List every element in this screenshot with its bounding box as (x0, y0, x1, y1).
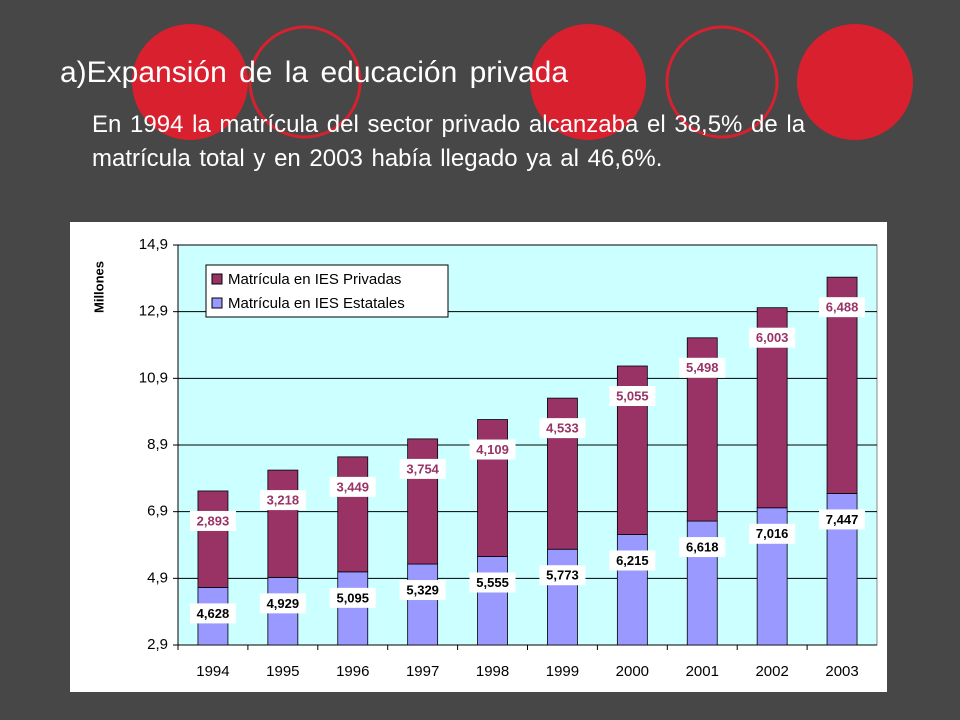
bar-segment (477, 556, 508, 646)
decor-circle (665, 25, 779, 139)
value-label: 5,555 (476, 575, 509, 590)
x-tick-label: 1997 (406, 663, 439, 680)
value-label-box (749, 523, 796, 544)
value-label-box (609, 386, 656, 406)
bar-segment (407, 438, 439, 565)
value-label: 6,618 (686, 540, 719, 555)
y-tick-label: 4,9 (147, 569, 168, 586)
value-label: 4,929 (267, 596, 300, 611)
x-tick-label: 1999 (546, 663, 579, 680)
value-label-box (819, 509, 866, 530)
value-label: 6,215 (616, 553, 649, 568)
value-label: 5,329 (406, 582, 439, 597)
x-tick-label: 2002 (755, 663, 788, 680)
bar-segment (547, 548, 578, 646)
bar-segment (337, 571, 369, 646)
value-label: 4,628 (197, 606, 230, 621)
value-label-box (679, 357, 726, 378)
value-label: 5,498 (686, 360, 719, 375)
bar-segment (197, 490, 229, 588)
value-label: 4,109 (476, 442, 509, 457)
value-label: 3,449 (336, 479, 369, 494)
x-tick-label: 2003 (825, 663, 858, 680)
slide-title: a)Expansión de la educación privada (60, 56, 568, 89)
decor-circle (248, 25, 362, 139)
value-label-box (259, 593, 306, 614)
value-label-box (329, 587, 376, 608)
legend-label: Matrícula en IES Privadas (228, 271, 401, 288)
value-label-box (469, 572, 516, 593)
y-axis-label: Millones (91, 261, 106, 313)
y-tick-label: 12,9 (139, 303, 168, 320)
bar-segment (337, 456, 369, 573)
value-label: 6,003 (756, 330, 789, 345)
value-label: 3,218 (267, 493, 300, 508)
value-label-box (749, 327, 796, 348)
value-label-box (329, 476, 376, 497)
y-tick-label: 14,9 (139, 236, 168, 253)
x-tick-label: 1994 (196, 663, 229, 680)
legend-swatch (211, 273, 223, 285)
value-label-box (679, 537, 726, 558)
value-label: 2,893 (197, 513, 230, 528)
x-tick-label: 1995 (266, 663, 299, 680)
x-tick-label: 1998 (476, 663, 509, 680)
bar-segment (267, 469, 299, 578)
value-label-box (399, 458, 446, 479)
x-tick-label: 1996 (336, 663, 369, 680)
y-tick-label: 8,9 (147, 436, 168, 453)
decor-circle (132, 24, 248, 140)
legend-swatch (211, 297, 223, 309)
value-label: 4,533 (546, 421, 579, 436)
legend-label: Matrícula en IES Estatales (228, 295, 405, 312)
value-label-box (819, 297, 866, 318)
y-tick-label: 6,9 (147, 503, 168, 520)
value-label-box (469, 439, 516, 460)
decor-circle (797, 24, 913, 140)
value-label-box (539, 565, 586, 586)
value-label: 3,754 (406, 461, 439, 476)
value-label: 5,095 (336, 590, 369, 605)
y-tick-label: 2,9 (147, 636, 168, 653)
legend-box (205, 264, 449, 318)
value-label: 5,773 (546, 568, 579, 583)
slide-body: En 1994 la matrícula del sector privado … (92, 111, 806, 172)
value-label-box (259, 490, 306, 511)
value-label-box (609, 550, 656, 571)
decor-circle (530, 24, 646, 140)
x-tick-label: 2000 (616, 663, 649, 680)
x-tick-label: 2001 (686, 663, 719, 680)
y-tick-label: 10,9 (139, 369, 168, 386)
value-label: 5,055 (616, 388, 649, 403)
value-label: 7,016 (756, 526, 789, 541)
value-label-box (189, 510, 236, 531)
value-label-box (189, 603, 236, 624)
value-label: 7,447 (826, 512, 859, 527)
bar-segment (407, 563, 439, 646)
value-label-box (399, 580, 446, 601)
value-label-box (539, 418, 586, 439)
value-label: 6,488 (826, 300, 859, 315)
